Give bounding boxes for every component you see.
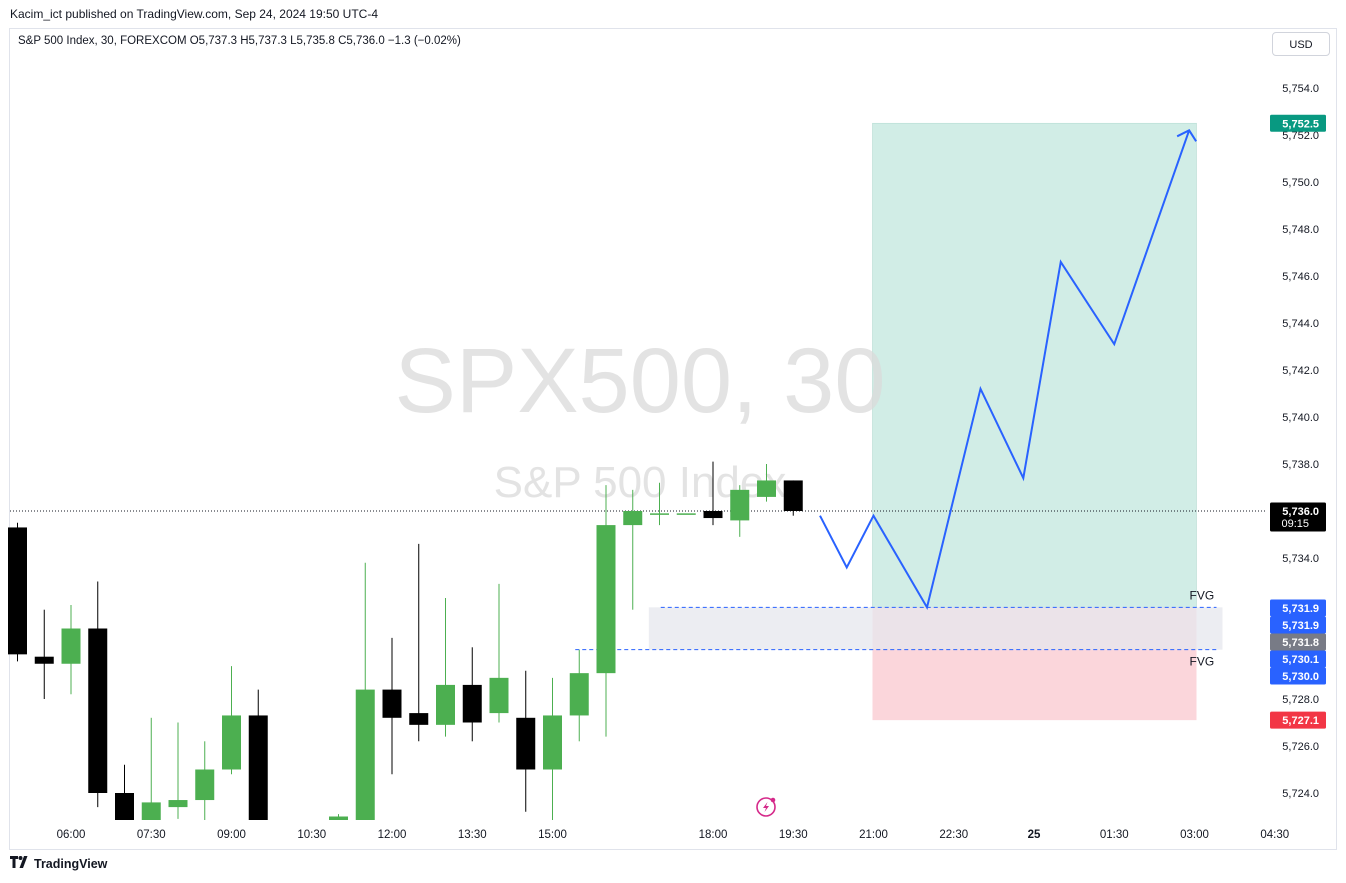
- candle-body: [757, 480, 776, 497]
- price-tick-label: 5,724.0: [1282, 788, 1319, 800]
- candle-body: [8, 527, 27, 655]
- chart-frame: [9, 28, 1337, 850]
- candle-body: [195, 769, 215, 801]
- candle-body: [115, 793, 134, 820]
- brand-name: TradingView: [34, 856, 108, 871]
- stop-price-label: 5,727.1: [1282, 715, 1319, 727]
- price-tick-label: 5,738.0: [1282, 459, 1319, 471]
- price-axis: 5,754.0 5,752.0 5,750.0 5,748.0 5,746.0 5,744…: [1282, 83, 1319, 800]
- time-tick-label: 06:00: [57, 829, 86, 841]
- time-tick-label: 07:30: [137, 829, 166, 841]
- candle-body: [61, 628, 81, 664]
- candle-body: [409, 713, 429, 725]
- candles: [8, 461, 803, 820]
- candle-body: [88, 628, 108, 793]
- fvg-price-label-bg: [1270, 650, 1326, 668]
- time-tick-label: 03:00: [1180, 829, 1209, 841]
- candle-body: [382, 689, 402, 718]
- price-tick-label: 5,744.0: [1282, 318, 1319, 330]
- candle-body: [623, 511, 643, 526]
- candle-body: [596, 525, 616, 674]
- current-price-label: 5,736.0: [1282, 506, 1319, 518]
- time-tick-label: 22:30: [939, 829, 968, 841]
- candle-body: [462, 684, 482, 723]
- fvg-label-upper: FVG: [1190, 588, 1215, 602]
- candle-body: [329, 816, 348, 820]
- time-tick-label: 21:00: [859, 829, 888, 841]
- price-tick-label: 5,742.0: [1282, 365, 1319, 377]
- fvg-price-label-bg: [1270, 633, 1326, 651]
- price-tick-label: 5,748.0: [1282, 224, 1319, 236]
- stop-price-label-bg: [1270, 711, 1326, 729]
- candle-body: [141, 802, 161, 820]
- fvg-price-label: 5,730.0: [1282, 671, 1319, 683]
- candle-body: [703, 511, 723, 519]
- time-tick-label: 09:00: [217, 829, 246, 841]
- fvg-price-label: 5,730.1: [1282, 654, 1319, 666]
- fvg-label-lower: FVG: [1190, 655, 1215, 669]
- lightning-replay-icon[interactable]: [756, 797, 776, 817]
- fvg-price-label: 5,731.9: [1282, 603, 1319, 615]
- footer-brand[interactable]: TradingView: [10, 856, 107, 871]
- candle-body: [248, 715, 268, 820]
- candle-body: [516, 717, 536, 770]
- fvg-price-label: 5,731.9: [1282, 620, 1319, 632]
- price-tick-label: 5,734.0: [1282, 553, 1319, 565]
- candle-body: [650, 513, 669, 515]
- projection-arrowhead: [1176, 129, 1197, 142]
- symbol-ohlc-legend[interactable]: S&P 500 Index, 30, FOREXCOM O5,737.3 H5,…: [18, 35, 461, 47]
- candle-body: [676, 513, 696, 515]
- time-tick-label: 13:30: [458, 829, 487, 841]
- projection-line: [819, 129, 1191, 610]
- projection-path: [819, 129, 1197, 610]
- time-tick-label: 25: [1028, 829, 1041, 841]
- target-zone: [872, 122, 1197, 608]
- price-labels: 5,752.5 5,727.1 5,731.9 5,731.9 5,731.8 5,730…: [1270, 114, 1326, 729]
- target-price-label-bg: [1270, 114, 1326, 132]
- time-tick-label: 15:00: [538, 829, 567, 841]
- time-tick-label: 01:30: [1100, 829, 1129, 841]
- price-tick-label: 5,750.0: [1282, 177, 1319, 189]
- fvg-price-label-bg: [1270, 616, 1326, 634]
- candle-body: [355, 689, 375, 820]
- price-tick-label: 5,754.0: [1282, 83, 1319, 95]
- fvg-price-label-bg: [1270, 667, 1326, 685]
- target-price-label: 5,752.5: [1282, 118, 1319, 130]
- price-tick-label: 5,752.0: [1282, 130, 1319, 142]
- candle-body: [168, 800, 188, 808]
- candle-body: [34, 656, 54, 664]
- price-tick-label: 5,746.0: [1282, 271, 1319, 283]
- candle-body: [222, 715, 241, 770]
- current-price-label-bg: [1270, 502, 1326, 532]
- time-tick-label: 10:30: [297, 829, 326, 841]
- candle-body: [569, 673, 589, 716]
- candle-body: [783, 480, 803, 511]
- position-zones: [872, 122, 1197, 721]
- fvg-box: [648, 607, 1223, 650]
- publisher-line: Kacim_ict published on TradingView.com, …: [10, 7, 378, 21]
- price-tick-label: 5,728.0: [1282, 694, 1319, 706]
- candle-body: [436, 684, 455, 725]
- watermark-symbol: SPX500, 30: [394, 330, 885, 432]
- current-price-label-countdown: 09:15: [1281, 518, 1309, 530]
- time-tick-label: 19:30: [779, 829, 808, 841]
- candle-body: [489, 677, 509, 714]
- time-axis: 06:00 07:30 09:00 10:30 12:00 13:30 15:00 18:00…: [57, 829, 1290, 841]
- fvg-price-label: 5,731.8: [1282, 637, 1319, 649]
- price-tick-label: 5,726.0: [1282, 741, 1319, 753]
- currency-button[interactable]: USD: [1272, 32, 1330, 56]
- time-tick-label: 04:30: [1260, 829, 1289, 841]
- price-tick-label: 5,740.0: [1282, 412, 1319, 424]
- fvg-price-label-bg: [1270, 599, 1326, 617]
- tradingview-logo-icon: [10, 856, 30, 871]
- time-tick-label: 12:00: [378, 829, 407, 841]
- candle-body: [730, 489, 750, 521]
- time-tick-label: 18:00: [699, 829, 728, 841]
- candle-body: [543, 715, 562, 770]
